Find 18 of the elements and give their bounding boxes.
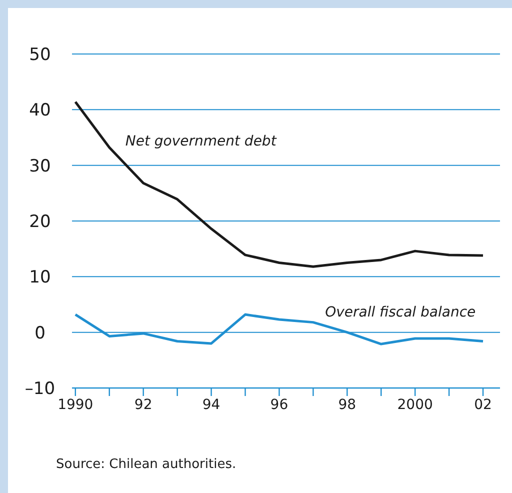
source-note: Source: Chilean authorities. [56,457,236,472]
y-tick-label: 10 [29,268,51,288]
y-tick-label: –10 [24,379,56,399]
x-tick-label: 1990 [58,397,94,413]
x-tick-label: 02 [474,397,492,413]
series-label: Net government debt [125,134,277,150]
series-label: Overall fiscal balance [325,304,476,320]
y-tick-label: 20 [29,212,51,232]
x-tick-label: 98 [338,397,356,413]
line-series [74,100,484,268]
x-tick-label: 96 [270,397,288,413]
x-tick-label: 92 [134,397,152,413]
y-tick-label: 0 [34,323,46,344]
y-tick-label: 50 [29,45,51,65]
y-tick-label: 30 [29,156,51,176]
x-tick-label: 94 [202,397,220,413]
y-tick-label: 40 [29,100,51,121]
x-tick-label: 2000 [397,397,433,413]
